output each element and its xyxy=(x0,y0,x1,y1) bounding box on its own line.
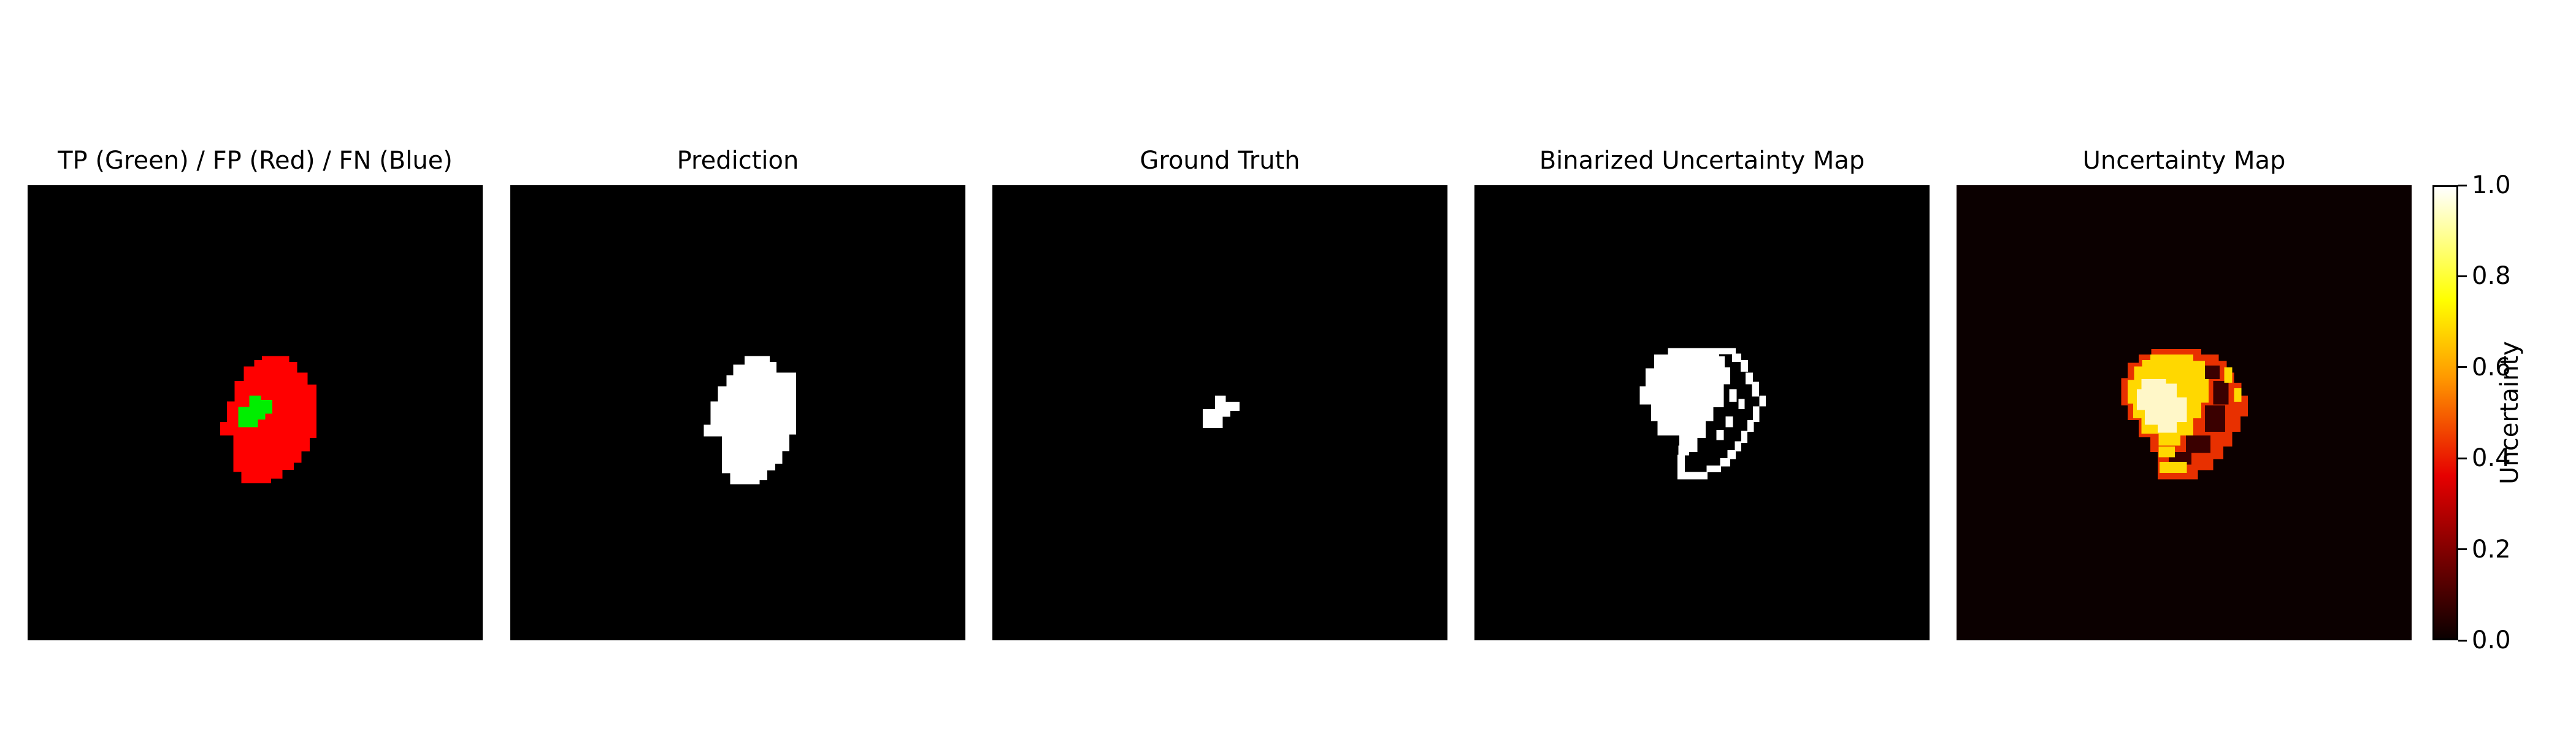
binarized-uncertainty-fragment xyxy=(1727,450,1736,459)
overlay-image-svg xyxy=(28,185,483,640)
binarized-uncertainty-mask xyxy=(1639,348,1766,480)
colorbar-tick-label: 0.4 xyxy=(2472,444,2511,473)
binarized-uncertainty-fragment xyxy=(1746,372,1754,385)
binarized-uncertainty-fragment xyxy=(1741,359,1748,372)
binarized-uncertainty-fragment xyxy=(1759,395,1766,407)
binarized-uncertainty-fragment xyxy=(1716,430,1724,440)
binarized-uncertainty-fragment xyxy=(1753,406,1760,422)
true-positive-region xyxy=(238,395,273,427)
prediction-mask xyxy=(703,356,796,485)
colorbar-tick xyxy=(2458,275,2467,277)
colorbar-tick xyxy=(2458,184,2467,186)
binarized-uncertainty-fragment xyxy=(1685,442,1698,452)
panel-title-ground-truth: Ground Truth xyxy=(1140,147,1300,175)
colorbar-tick-label: 0.6 xyxy=(2472,353,2511,381)
binarized-uncertainty-fragment xyxy=(1747,420,1754,432)
ground-truth-mask xyxy=(1202,395,1240,429)
ground-truth-image xyxy=(992,185,1447,640)
uncertainty-map-dark-pocket xyxy=(2205,405,2225,432)
binarized-uncertainty-fragment xyxy=(1677,472,1708,480)
colorbar-tick-label: 0.2 xyxy=(2472,535,2511,564)
uncertainty-map-bright-fragment xyxy=(2158,446,2175,458)
binarized-uncertainty-image xyxy=(1474,185,1930,640)
uncertainty-map-image xyxy=(1957,185,2412,640)
uncertainty-map-high-region xyxy=(2136,379,2187,433)
colorbar-tick-label: 0.0 xyxy=(2472,626,2511,654)
binarized-uncertainty-fragment xyxy=(1677,454,1685,473)
binarized-uncertainty-fragment xyxy=(1706,466,1722,473)
uncertainty-map-image-svg xyxy=(1957,185,2412,640)
uncertainty-map-bright-fragments xyxy=(2158,367,2242,473)
prediction-image-svg xyxy=(510,185,965,640)
uncertainty-map-dark-pocket xyxy=(2185,435,2211,453)
binarized-uncertainty-fragment xyxy=(1735,441,1741,452)
binarized-uncertainty-fragment xyxy=(1729,389,1737,402)
uncertainty-map-bright-fragment xyxy=(2224,367,2233,383)
prediction-image xyxy=(510,185,965,640)
colorbar-tick xyxy=(2458,366,2467,369)
binarized-uncertainty-image-svg xyxy=(1474,185,1930,640)
uncertainty-colorbar xyxy=(2432,185,2458,640)
colorbar-tick xyxy=(2458,639,2467,642)
uncertainty-map-bright-fragment xyxy=(2234,388,2242,402)
colorbar-label: Uncertainty xyxy=(2496,341,2524,485)
colorbar-tick-label: 1.0 xyxy=(2472,171,2511,199)
ground-truth-image-svg xyxy=(992,185,1447,640)
uncertainty-map-dark-pocket xyxy=(2205,365,2220,380)
panel-title-prediction: Prediction xyxy=(677,147,799,175)
binarized-uncertainty-fragment xyxy=(1738,399,1745,410)
binarized-uncertainty-fragment xyxy=(1719,348,1736,355)
binarized-uncertainty-fragment xyxy=(1752,381,1759,397)
panel-title-overlay: TP (Green) / FP (Red) / FN (Blue) xyxy=(58,147,453,175)
binarized-uncertainty-fragment xyxy=(1725,416,1733,427)
binarized-uncertainty-core xyxy=(1639,348,1731,446)
overlay-image xyxy=(28,185,483,640)
panel-title-uncertainty-map: Uncertainty Map xyxy=(2082,147,2286,175)
uncertainty-map-dark-pockets xyxy=(2168,365,2229,465)
uncertainty-map-bright-fragment xyxy=(2159,462,2187,473)
colorbar-tick xyxy=(2458,548,2467,551)
panel-title-binarized-uncertainty: Binarized Uncertainty Map xyxy=(1539,147,1865,175)
colorbar-tick-label: 0.8 xyxy=(2472,262,2511,291)
binarized-uncertainty-fragment xyxy=(1720,458,1731,467)
uncertainty-map-dark-pocket xyxy=(2213,381,2229,405)
false-positive-region xyxy=(220,356,317,484)
binarized-uncertainty-fragment xyxy=(1731,353,1741,362)
binarized-uncertainty-fragment xyxy=(1741,431,1748,443)
colorbar-tick xyxy=(2458,457,2467,459)
